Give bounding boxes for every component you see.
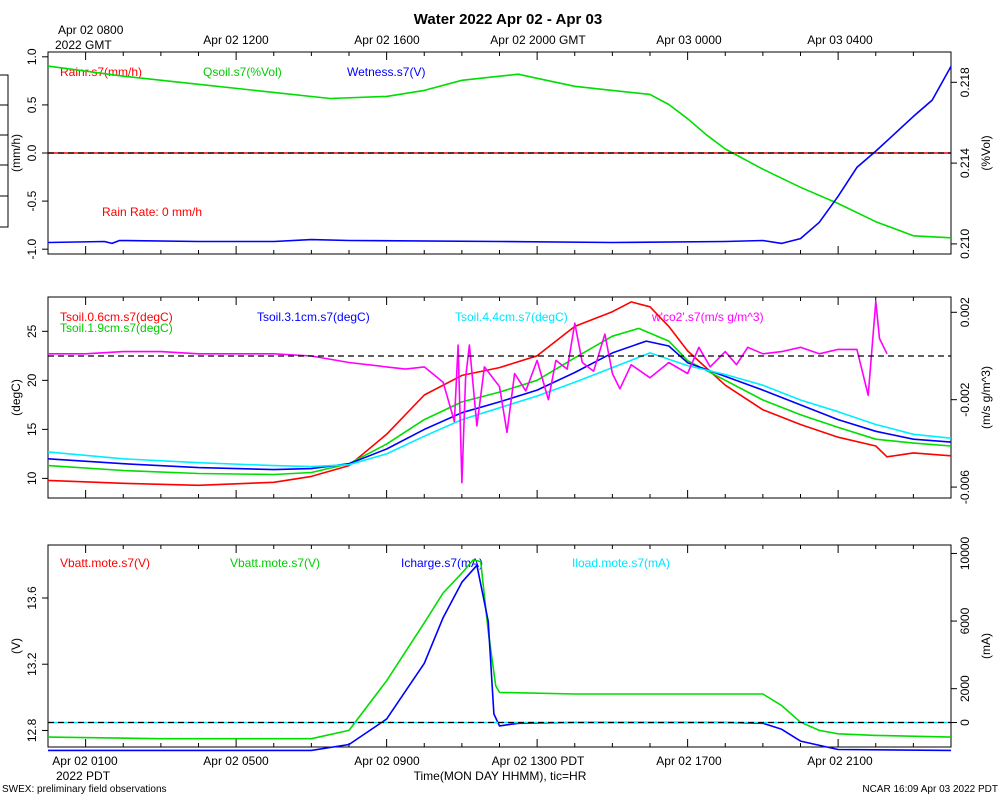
legend-vbatt-red: Vbatt.mote.s7(V) — [60, 556, 150, 570]
y-tick-label-left: 1.0 — [25, 48, 39, 65]
top-axis-first-label: Apr 02 0800 — [58, 23, 124, 37]
series-line — [47, 559, 952, 740]
y-tick-label-left: 15 — [25, 422, 39, 436]
plot-frame — [47, 296, 952, 499]
y-tick-label-left: 13.6 — [25, 586, 39, 610]
plot-area: 1.0 0.5 0.0 -0.5 -1.0 (mm/h) 0.218 0.214 0.210 (%… — [9, 48, 993, 752]
y-axis-label-right: (mA) — [979, 633, 993, 659]
top-axis-label: Apr 02 1600 — [354, 33, 420, 47]
y-tick-label-left: 13.2 — [25, 652, 39, 676]
y-tick-label-right: 0.214 — [958, 148, 972, 178]
top-axis-label: Apr 02 1200 — [203, 33, 269, 47]
series-line — [47, 352, 952, 468]
series-line — [47, 66, 952, 245]
series-line — [47, 65, 952, 239]
plot-frame — [47, 544, 952, 748]
top-axis-label: Apr 03 0400 — [807, 33, 873, 47]
y-tick-label-right: -0.006 — [958, 470, 972, 504]
y-tick-label-left: 25 — [25, 324, 39, 338]
y-axis-label-left: (mm/h) — [9, 134, 23, 172]
y-tick-label-right: 6000 — [958, 607, 972, 634]
bottom-axis-label: Apr 02 2100 — [807, 754, 873, 768]
panel-power: 13.6 13.2 12.8 (V) 10000 6000 2000 0 (mA) — [9, 536, 993, 752]
y-axis-label-left: (degC) — [9, 379, 23, 416]
legend-tsoil-0.6cm: Tsoil.0.6cm.s7(degC) — [60, 310, 173, 324]
y-tick-label-left: 20 — [25, 373, 39, 387]
y-tick-label-right: 0.218 — [958, 67, 972, 97]
top-axis-first-label-year: 2022 GMT — [55, 38, 112, 52]
panel-soil: 25 20 15 10 (degC) 0.002 -0.002 -0.006 (m/s g/m^… — [9, 296, 993, 504]
y-tick-label-left: -0.5 — [25, 190, 39, 211]
top-axis-label: Apr 03 0000 — [656, 33, 722, 47]
series-line — [48, 300, 888, 484]
y-tick-label-left: 0.5 — [25, 96, 39, 113]
panel-water: 1.0 0.5 0.0 -0.5 -1.0 (mm/h) 0.218 0.214 0.210 (%… — [9, 48, 993, 259]
y-axis-label-right: (m/s g/m^3) — [979, 366, 993, 429]
footer-left: SWEX: preliminary field observations — [2, 784, 167, 795]
y-tick-label-left: 10 — [25, 471, 39, 485]
legend-tsoil-3.1cm: Tsoil.3.1cm.s7(degC) — [257, 310, 370, 324]
y-tick-label-right: 10000 — [958, 536, 972, 570]
legend-wetness: Wetness.s7(V) — [347, 65, 425, 79]
bottom-axis-label: Apr 02 0100 — [52, 754, 118, 768]
chart-title: Water 2022 Apr 02 - Apr 03 — [414, 11, 602, 28]
y-tick-label-right: 0 — [958, 719, 972, 726]
y-axis-label-right: (%Vol) — [979, 135, 993, 170]
x-axis-title: Time(MON DAY HHMM), tic=HR — [414, 769, 587, 783]
top-axis-label: Apr 02 2000 GMT — [490, 33, 586, 47]
legend-qsoil: Qsoil.s7(%Vol) — [203, 65, 282, 79]
y-axis-label-left: (V) — [9, 638, 23, 654]
legend-wco2: w'co2'.s7(m/s g/m^3) — [651, 310, 764, 324]
legend-iload: Iload.mote.s7(mA) — [572, 556, 670, 570]
bottom-axis-label: Apr 02 0900 — [354, 754, 420, 768]
legend-tsoil-4.4cm: Tsoil.4.4cm.s7(degC) — [455, 310, 568, 324]
bottom-axis-label: Apr 02 0500 — [203, 754, 269, 768]
series-line — [48, 564, 952, 752]
y-tick-label-left: 12.8 — [25, 718, 39, 742]
legend-vbatt-green: Vbatt.mote.s7(V) — [230, 556, 320, 570]
rain-rate-annotation: Rain Rate: 0 mm/h — [102, 205, 202, 219]
y-tick-label-right: 2000 — [958, 675, 972, 702]
legend-tsoil-1.9cm: Tsoil.1.9cm.s7(degC) — [60, 321, 173, 335]
y-tick-label-right: 0.210 — [958, 229, 972, 259]
bottom-axis-year: 2022 PDT — [56, 769, 111, 783]
bottom-axis-label: Apr 02 1700 — [656, 754, 722, 768]
series-line — [47, 301, 952, 487]
y-tick-label-right: 0.002 — [958, 297, 972, 327]
footer-right: NCAR 16:09 Apr 03 2022 PDT — [862, 784, 998, 795]
legend-icharge: Icharge.s7(mA) — [401, 556, 483, 570]
y-tick-label-right: -0.002 — [958, 382, 972, 416]
bottom-axis-label: Apr 02 1300 PDT — [492, 754, 585, 768]
series-line — [47, 340, 952, 471]
left-edge-frame — [0, 74, 9, 228]
y-tick-label-left: -1.0 — [25, 239, 39, 260]
series-line — [47, 327, 952, 476]
y-tick-label-left: 0.0 — [25, 144, 39, 161]
